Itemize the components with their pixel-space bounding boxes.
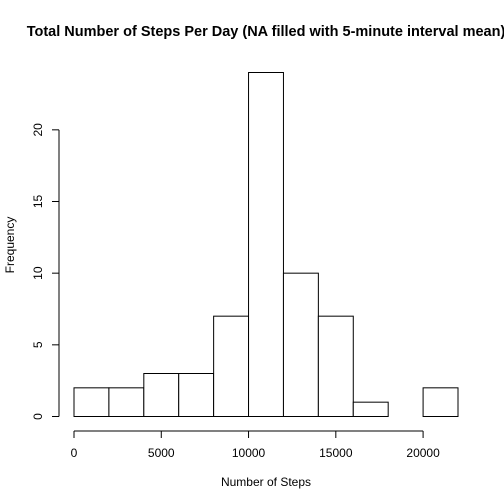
histogram-bar-0: [73, 387, 110, 418]
x-axis: 0 5000 10000 15000 20000: [71, 430, 440, 460]
histogram-bar-4: [213, 315, 250, 417]
histogram-bar-7: [317, 315, 354, 417]
y-tick-label-4: 20: [31, 123, 45, 137]
x-tick-label-3: 15000: [319, 446, 353, 460]
y-tick-label-0: 0: [31, 413, 45, 420]
y-tick-label-2: 10: [31, 266, 45, 280]
x-tick-label-4: 20000: [406, 446, 440, 460]
chart-title: Total Number of Steps Per Day (NA filled…: [27, 24, 504, 40]
y-tick-label-3: 15: [31, 195, 45, 209]
x-tick-label-2: 10000: [232, 446, 266, 460]
x-tick-label-0: 0: [71, 446, 78, 460]
histogram-bar-5: [248, 72, 284, 417]
histogram-bars: [73, 72, 459, 418]
x-axis-title: Number of Steps: [221, 475, 311, 489]
y-tick-label-1: 5: [31, 341, 45, 348]
x-tick-label-1: 5000: [148, 446, 175, 460]
histogram-bar-3: [178, 373, 215, 417]
histogram-bar-10: [422, 387, 459, 418]
histogram-bar-2: [143, 373, 180, 417]
histogram-bar-6: [282, 272, 319, 417]
y-axis-title: Frequency: [3, 217, 17, 274]
histogram-bar-1: [108, 387, 145, 418]
y-axis: 0 5 10 15 20: [31, 123, 60, 420]
histogram-bar-8: [352, 401, 389, 417]
